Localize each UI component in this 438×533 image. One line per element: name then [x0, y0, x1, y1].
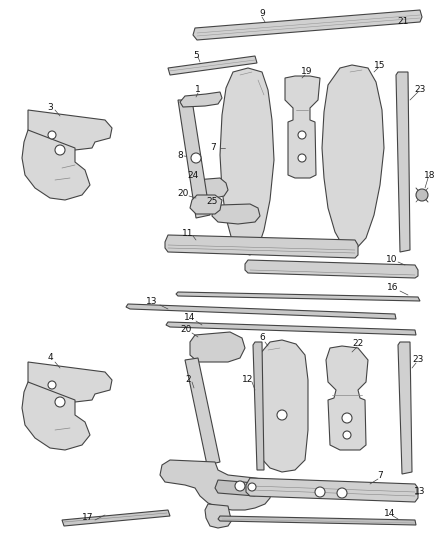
Text: 23: 23 [412, 356, 424, 365]
Polygon shape [205, 504, 232, 528]
Text: 20: 20 [180, 326, 192, 335]
Text: 9: 9 [259, 9, 265, 18]
Polygon shape [398, 342, 412, 474]
Text: 22: 22 [353, 340, 364, 349]
Text: 7: 7 [210, 143, 216, 152]
Polygon shape [253, 342, 264, 470]
Polygon shape [246, 478, 418, 502]
Polygon shape [220, 68, 274, 255]
Polygon shape [22, 382, 90, 450]
Circle shape [298, 131, 306, 139]
Polygon shape [190, 332, 245, 362]
Text: 6: 6 [259, 334, 265, 343]
Text: 19: 19 [301, 68, 313, 77]
Text: 11: 11 [182, 229, 194, 238]
Circle shape [277, 410, 287, 420]
Polygon shape [176, 292, 420, 301]
Circle shape [235, 481, 245, 491]
Text: 7: 7 [377, 472, 383, 481]
Polygon shape [180, 92, 222, 107]
Text: 1: 1 [195, 85, 201, 94]
Text: 16: 16 [387, 284, 399, 293]
Polygon shape [212, 204, 260, 224]
Polygon shape [322, 65, 384, 250]
Circle shape [55, 397, 65, 407]
Polygon shape [285, 76, 320, 178]
Polygon shape [192, 178, 228, 198]
Text: 17: 17 [82, 513, 94, 522]
Polygon shape [178, 100, 210, 218]
Polygon shape [168, 56, 257, 75]
Polygon shape [185, 358, 220, 465]
Circle shape [298, 154, 306, 162]
Text: 13: 13 [414, 488, 426, 497]
Circle shape [315, 487, 325, 497]
Text: 4: 4 [47, 353, 53, 362]
Polygon shape [126, 304, 396, 319]
Polygon shape [28, 110, 112, 150]
Polygon shape [166, 322, 416, 335]
Circle shape [48, 381, 56, 389]
Circle shape [337, 488, 347, 498]
Text: 13: 13 [146, 297, 158, 306]
Polygon shape [215, 480, 258, 496]
Polygon shape [62, 510, 170, 526]
Polygon shape [257, 340, 308, 472]
Text: 23: 23 [414, 85, 426, 94]
Circle shape [416, 189, 428, 201]
Circle shape [191, 153, 201, 163]
Text: 2: 2 [185, 376, 191, 384]
Text: 18: 18 [424, 171, 436, 180]
Text: 24: 24 [187, 172, 198, 181]
Polygon shape [28, 362, 112, 402]
Text: 12: 12 [242, 376, 254, 384]
Text: 14: 14 [384, 508, 396, 518]
Text: 10: 10 [386, 255, 398, 264]
Text: 14: 14 [184, 313, 196, 322]
Circle shape [343, 431, 351, 439]
Polygon shape [22, 130, 90, 200]
Polygon shape [218, 516, 416, 525]
Polygon shape [160, 460, 272, 510]
Text: 5: 5 [193, 51, 199, 60]
Text: 25: 25 [206, 198, 218, 206]
Text: 20: 20 [177, 189, 189, 198]
Text: 8: 8 [177, 150, 183, 159]
Text: 21: 21 [397, 18, 409, 27]
Circle shape [248, 483, 256, 491]
Text: 15: 15 [374, 61, 386, 69]
Polygon shape [165, 235, 358, 258]
Text: 3: 3 [47, 102, 53, 111]
Polygon shape [396, 72, 410, 252]
Polygon shape [326, 346, 368, 450]
Circle shape [48, 131, 56, 139]
Circle shape [342, 413, 352, 423]
Polygon shape [190, 195, 222, 214]
Polygon shape [193, 10, 422, 40]
Circle shape [55, 145, 65, 155]
Polygon shape [245, 260, 418, 278]
